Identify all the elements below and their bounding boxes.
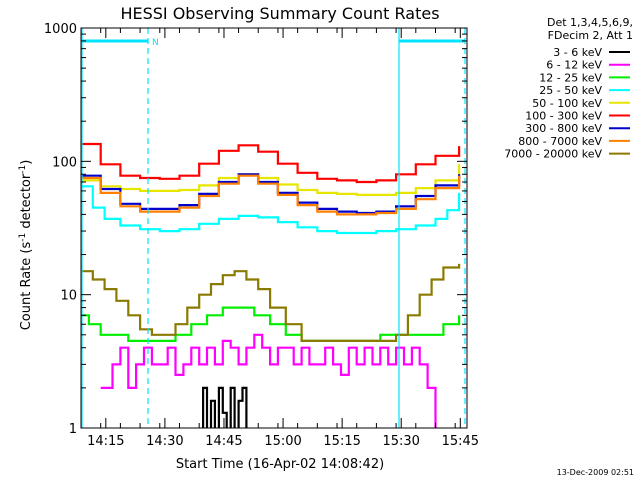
plot-area: N 1 10 100 1000 14:15 14:30 14:45 15:00 15:15 15:3… (44, 22, 479, 449)
series-line-2 (81, 306, 461, 342)
legend-label-0: 3 - 6 keV (553, 46, 602, 59)
y-axis-label-mid: detector (19, 173, 34, 233)
y-axis-label-sup2: -1 (18, 165, 28, 174)
legend-label-2: 12 - 25 keV (539, 71, 602, 84)
legend-header-line-1: Det 1,3,4,5,6,9, (547, 16, 633, 29)
y-tick-label: 1 (69, 422, 77, 437)
legend-label-7: 800 - 7000 keV (518, 135, 602, 148)
series-line-5 (81, 142, 461, 184)
series-line-3 (81, 185, 461, 235)
legend-label-3: 25 - 50 keV (539, 84, 602, 97)
series-line-7 (81, 174, 461, 216)
legend-label-1: 6 - 12 keV (546, 59, 602, 72)
legend: Det 1,3,4,5,6,9, FDecim 2, Att 1 3 - 6 k… (504, 16, 633, 161)
x-tick-label: 15:45 (442, 434, 479, 449)
legend-label-5: 100 - 300 keV (525, 110, 602, 123)
y-tick-label: 100 (52, 155, 77, 170)
x-tick-label: 14:45 (205, 434, 242, 449)
annotation-group: N (81, 28, 466, 428)
series-line-4 (81, 164, 461, 196)
y-tick-label: 1000 (44, 22, 77, 37)
legend-label-4: 50 - 100 keV (532, 97, 602, 110)
x-tick-label: 15:30 (382, 434, 419, 449)
chart-title: HESSI Observing Summary Count Rates (120, 4, 439, 23)
y-axis-label-suffix: ) (19, 160, 34, 165)
x-tick-label: 14:15 (87, 434, 124, 449)
night-marker-label: N (152, 38, 159, 48)
y-axis-label-prefix: Count Rate (s (19, 242, 34, 331)
timestamp: 13-Dec-2009 02:51 (557, 468, 634, 477)
legend-header-line-2: FDecim 2, Att 1 (548, 29, 633, 42)
series-line-0 (202, 386, 248, 428)
x-tick-label: 15:00 (264, 434, 301, 449)
series-line-8 (81, 263, 461, 342)
y-tick-label: 10 (60, 289, 77, 304)
y-axis-label-sup1: -1 (18, 233, 28, 242)
axis-box (80, 27, 468, 429)
x-tick-label: 15:15 (323, 434, 360, 449)
y-axis-label: Count Rate (s-1 detector-1) (18, 160, 34, 331)
legend-label-6: 300 - 800 keV (525, 122, 602, 135)
series-line-1 (100, 333, 437, 428)
x-axis-label: Start Time (16-Apr-02 14:08:42) (176, 457, 384, 472)
legend-label-8: 7000 - 20000 keV (504, 148, 602, 161)
series-group (81, 142, 461, 428)
x-tick-label: 14:30 (146, 434, 183, 449)
